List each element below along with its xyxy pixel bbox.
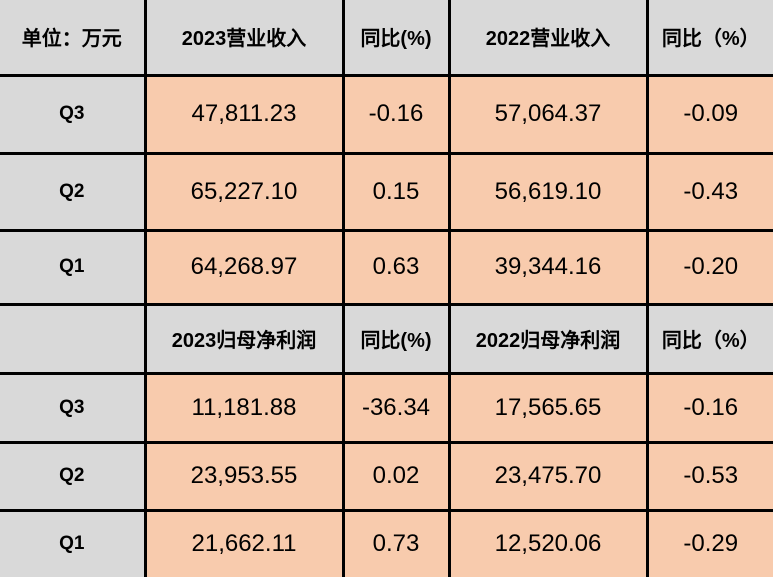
value-cell: -0.09	[648, 76, 773, 152]
value-cell: 57,064.37	[450, 76, 646, 152]
header-cell: 同比(%)	[344, 0, 448, 74]
header-cell: 2022归母净利润	[450, 305, 646, 372]
value-cell: 64,268.97	[146, 231, 342, 303]
header-cell	[0, 305, 144, 372]
value-cell: 23,953.55	[146, 443, 342, 509]
row-label: Q2	[0, 443, 144, 509]
value-cell: 56,619.10	[450, 154, 646, 229]
value-cell: -0.20	[648, 231, 773, 303]
row-label: Q3	[0, 374, 144, 441]
value-cell: 65,227.10	[146, 154, 342, 229]
value-cell: 0.02	[344, 443, 448, 509]
value-cell: 17,565.65	[450, 374, 646, 441]
value-cell: -0.43	[648, 154, 773, 229]
value-cell: 12,520.06	[450, 511, 646, 577]
value-cell: -36.34	[344, 374, 448, 441]
row-label: Q2	[0, 154, 144, 229]
value-cell: 39,344.16	[450, 231, 646, 303]
value-cell: 47,811.23	[146, 76, 342, 152]
header-cell: 2022营业收入	[450, 0, 646, 74]
value-cell: -0.16	[648, 374, 773, 441]
header-cell: 同比(%)	[344, 305, 448, 372]
value-cell: -0.29	[648, 511, 773, 577]
row-label: Q1	[0, 231, 144, 303]
header-cell: 同比（%）	[648, 305, 773, 372]
row-label: Q1	[0, 511, 144, 577]
header-cell: 2023归母净利润	[146, 305, 342, 372]
value-cell: -0.16	[344, 76, 448, 152]
value-cell: -0.53	[648, 443, 773, 509]
value-cell: 0.73	[344, 511, 448, 577]
value-cell: 0.63	[344, 231, 448, 303]
row-label: Q3	[0, 76, 144, 152]
header-cell: 单位：万元	[0, 0, 144, 74]
header-cell: 2023营业收入	[146, 0, 342, 74]
header-cell: 同比（%）	[648, 0, 773, 74]
value-cell: 11,181.88	[146, 374, 342, 441]
value-cell: 23,475.70	[450, 443, 646, 509]
value-cell: 0.15	[344, 154, 448, 229]
value-cell: 21,662.11	[146, 511, 342, 577]
